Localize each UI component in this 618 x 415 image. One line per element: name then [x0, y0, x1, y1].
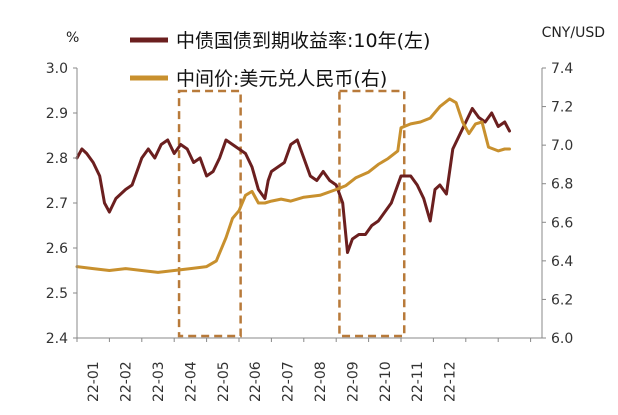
x-tick-label: 22-03: [151, 361, 167, 402]
left-axis-unit: %: [66, 30, 79, 46]
legend-label-yield: 中债国债到期收益率:10年(左): [176, 30, 430, 52]
left-tick-label: 2.9: [46, 106, 68, 122]
x-tick-label: 22-09: [345, 361, 361, 402]
highlight-box: [338, 89, 406, 338]
x-tick-label: 22-06: [248, 361, 264, 402]
x-tick-label: 22-08: [313, 361, 329, 402]
series-yield-line: [75, 107, 511, 254]
left-tick-label: 2.7: [46, 196, 68, 212]
x-tick-label: 22-02: [119, 361, 135, 402]
left-tick-label: 2.5: [46, 286, 68, 302]
x-tick-label: 22-10: [378, 361, 394, 402]
x-tick-label: 22-05: [216, 361, 232, 402]
left-tick-label: 2.4: [46, 331, 68, 347]
x-tick-label: 22-11: [410, 361, 426, 402]
right-tick-label: 7.4: [551, 61, 573, 77]
right-tick-label: 7.2: [551, 100, 573, 116]
left-tick-label: 2.8: [46, 151, 68, 167]
left-tick-label: 2.6: [46, 241, 68, 257]
x-tick-label: 22-07: [281, 361, 297, 402]
legend-label-fx: 中间价:美元兑人民币(右): [176, 68, 387, 90]
right-tick-label: 7.0: [551, 138, 573, 154]
x-tick-label: 22-12: [443, 361, 459, 402]
right-tick-label: 6.6: [551, 215, 573, 231]
right-axis-unit: CNY/USD: [542, 25, 605, 41]
right-tick-label: 6.4: [551, 254, 573, 270]
right-tick-label: 6.0: [551, 331, 573, 347]
series-fx-line: [75, 97, 511, 274]
highlight-box: [177, 89, 242, 338]
right-tick-label: 6.2: [551, 292, 573, 308]
right-tick-label: 6.8: [551, 177, 573, 193]
x-tick-label: 22-01: [86, 361, 102, 402]
x-tick-label: 22-04: [183, 361, 199, 402]
left-tick-label: 3.0: [46, 61, 68, 77]
